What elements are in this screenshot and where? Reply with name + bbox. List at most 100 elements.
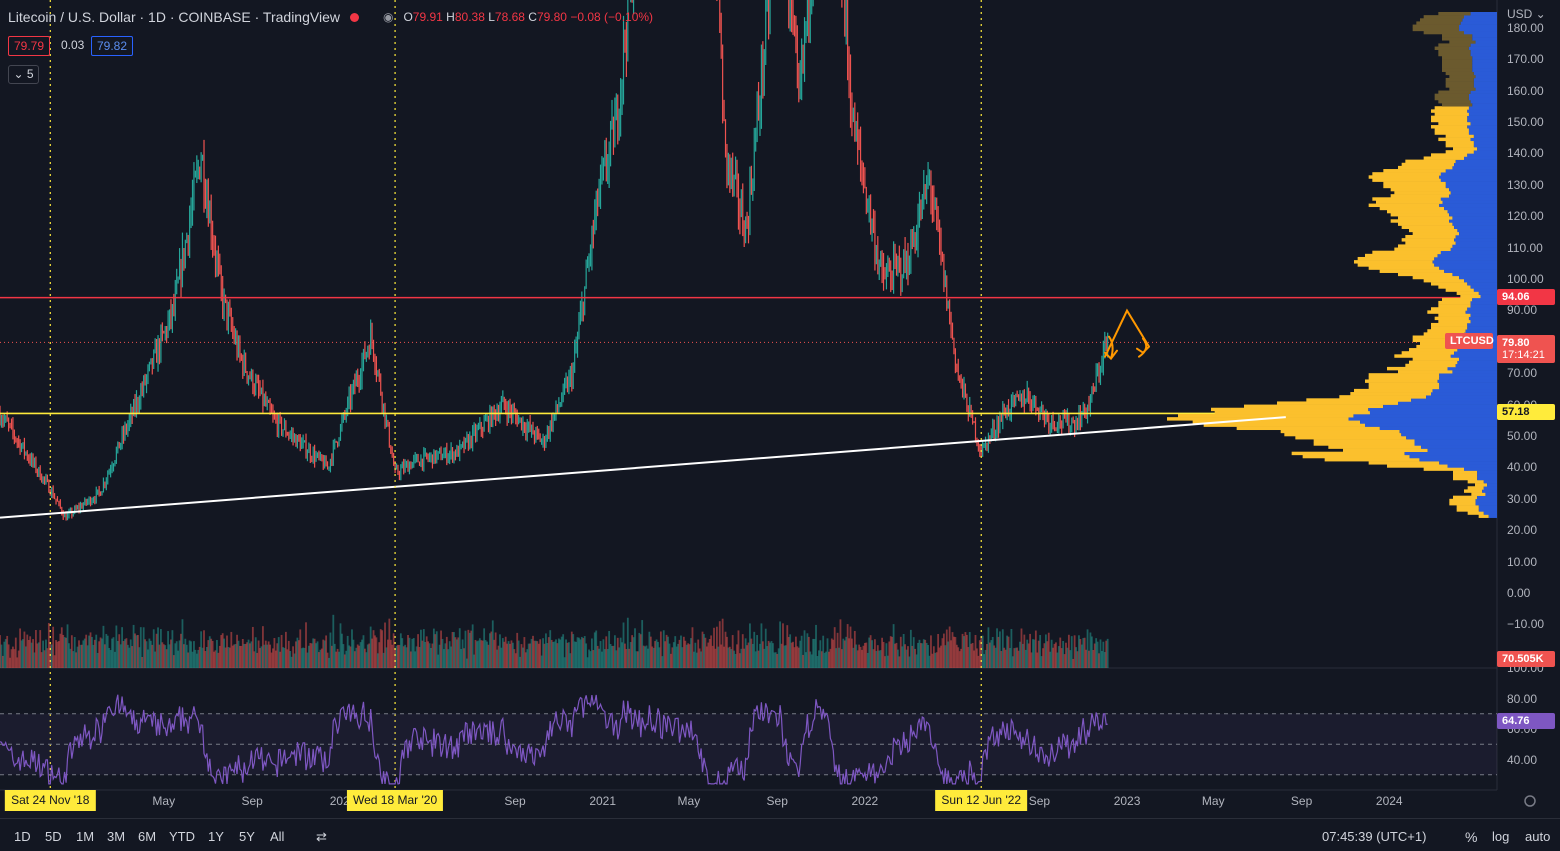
volume-profile-down [1470, 137, 1497, 142]
volume-bar [280, 634, 283, 668]
volume-bar [115, 625, 118, 668]
volume-bar [22, 639, 24, 668]
volume-bar [659, 631, 662, 668]
volume-bar [642, 645, 645, 668]
volume-profile-down [1459, 357, 1497, 361]
timeframe-5y[interactable]: 5Y [239, 829, 255, 844]
ohlc-close: 79.80 [536, 10, 567, 24]
volume-bar [819, 640, 822, 668]
clock-timezone[interactable]: 07:45:39 (UTC+1) [1322, 829, 1427, 844]
volume-bar [437, 654, 440, 668]
volume-profile-up [1438, 121, 1471, 126]
volume-bar [711, 645, 714, 668]
auto-scale-button[interactable]: auto [1525, 829, 1551, 844]
volume-bar [191, 651, 194, 668]
volume-bar [1057, 646, 1060, 668]
volume-profile-up [1423, 278, 1464, 283]
trendline[interactable] [0, 416, 1286, 519]
volume-bar [249, 643, 251, 668]
timeframe-6m[interactable]: 6M [138, 829, 157, 844]
volume-bar [984, 649, 987, 668]
timeframe-1y[interactable]: 1Y [208, 829, 224, 844]
volume-bar [894, 643, 896, 668]
volume-bar [435, 631, 438, 668]
volume-bar [287, 640, 290, 668]
volume-bar [43, 650, 46, 668]
volume-bar [807, 636, 810, 668]
volume-bar [529, 643, 532, 668]
time-tick-label: Sep [504, 794, 526, 808]
percent-scale-button[interactable]: % [1465, 829, 1478, 845]
volume-bar [267, 641, 270, 668]
volume-bar [506, 643, 509, 668]
timeframe-1m[interactable]: 1M [76, 829, 95, 844]
volume-bar [536, 641, 539, 668]
volume-bar [223, 638, 226, 668]
date-range-icon[interactable]: ⇄ [316, 829, 327, 844]
volume-bar [415, 646, 418, 668]
volume-profile-up [1383, 184, 1446, 189]
volume-bar [832, 639, 835, 668]
volume-bar [1089, 632, 1092, 668]
volume-bar [589, 651, 592, 668]
currency-selector[interactable]: USD ⌄ [1507, 7, 1546, 21]
volume-bar [346, 635, 349, 668]
timeframe-ytd[interactable]: YTD [169, 829, 195, 844]
volume-bar [109, 650, 112, 668]
bid-price-box[interactable]: 79.79 [8, 36, 51, 56]
timeframe-5d[interactable]: 5D [45, 829, 62, 844]
volume-bar [480, 640, 483, 668]
volume-bar [1053, 643, 1056, 668]
settings-gear-icon[interactable] [1524, 795, 1536, 807]
volume-bar [247, 639, 250, 668]
volume-bar [522, 647, 524, 668]
volume-profile-up [1456, 291, 1479, 295]
volume-bar [207, 640, 210, 668]
timeframe-3m[interactable]: 3M [107, 829, 126, 844]
volume-bar [404, 644, 407, 668]
volume-profile-up [1368, 373, 1440, 377]
volume-bar [961, 633, 964, 668]
volume-profile-up [1394, 191, 1451, 195]
timeframe-1d[interactable]: 1D [14, 829, 31, 844]
volume-bar [152, 629, 155, 668]
volume-profile-up [1350, 392, 1431, 396]
volume-bar [746, 645, 748, 668]
volume-profile-down [1459, 27, 1497, 32]
symbol-title[interactable]: Litecoin / U.S. Dollar · 1D · COINBASE ·… [8, 9, 340, 25]
volume-profile-down [1455, 234, 1497, 239]
timeframe-all[interactable]: All [270, 829, 285, 844]
volume-profile-down [1472, 59, 1497, 63]
volume-bar [394, 649, 396, 668]
volume-profile-up [1423, 467, 1464, 471]
volume-profile-down [1473, 288, 1497, 292]
volume-bar [310, 643, 313, 668]
log-scale-button[interactable]: log [1492, 829, 1510, 844]
volume-profile-down [1454, 351, 1497, 355]
volume-profile-up [1434, 93, 1469, 98]
volume-bar [601, 651, 603, 668]
volume-bar [330, 645, 333, 668]
volume-bar [621, 642, 623, 668]
indicator-collapse-button[interactable]: ⌄ 5 [8, 65, 39, 84]
visibility-eye-icon[interactable]: ◉ [382, 10, 394, 24]
volume-bar [194, 649, 197, 668]
volume-profile-up [1398, 165, 1453, 170]
volume-bar [641, 620, 644, 668]
volume-bar [234, 643, 237, 668]
volume-bar [645, 645, 648, 668]
volume-bar [715, 626, 718, 668]
volume-bar [221, 633, 224, 668]
volume-bar [904, 644, 906, 668]
volume-bar [226, 635, 228, 668]
volume-bar [514, 653, 517, 668]
volume-profile-down [1459, 231, 1497, 236]
ask-price-box[interactable]: 79.82 [91, 36, 134, 56]
volume-bar [369, 626, 372, 668]
hand-drawn-arrows[interactable] [1104, 308, 1150, 361]
volume-bar [944, 645, 947, 668]
volume-profile-down [1478, 505, 1497, 509]
volume-bar [605, 636, 608, 668]
volume-profile-down [1478, 508, 1497, 512]
